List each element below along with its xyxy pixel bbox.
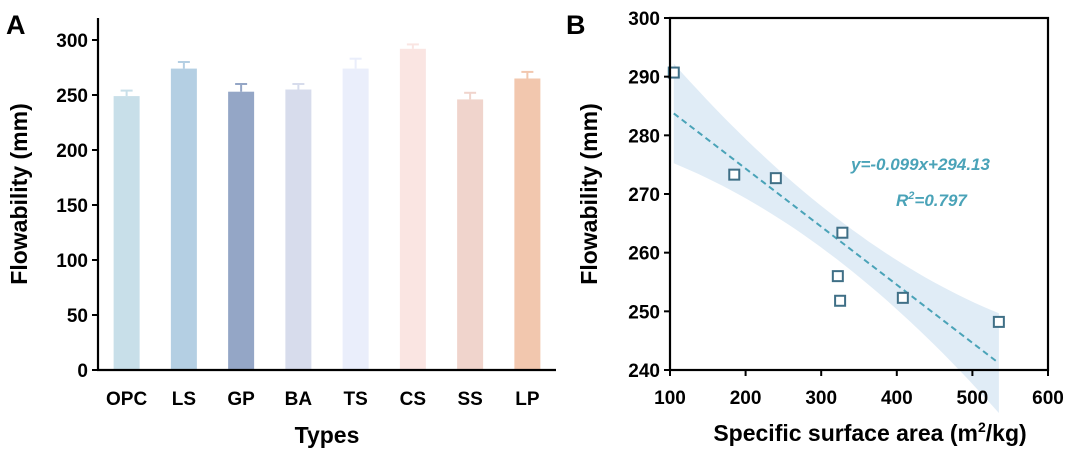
bar-ts [342,68,369,370]
panel-a-error-bars [120,43,534,100]
b-y-tick-label-270: 270 [628,185,660,206]
x-tick-label-ba: BA [285,389,313,410]
x-tick-label-ls: LS [172,389,196,410]
x-tick-label-cs: CS [400,389,426,410]
bar-cs [399,48,426,371]
panel-b-y-ticks: 240 250 260 270 280 290 300 [628,9,670,382]
panel-a-label: A [6,10,26,40]
b-x-tick-label-200: 200 [730,388,762,409]
panel-a: A 0 50 100 150 200 250 300 OPC LS GP BA TS CS SS LP T… [6,10,556,448]
b-x-tick-label-100: 100 [654,388,686,409]
panel-b: B 240 250 260 270 280 290 300 100 200 300 400 500 6… [566,9,1064,446]
bar-ba [285,89,312,370]
panel-a-x-ticks: OPC LS GP BA TS CS SS LP [106,389,540,410]
b-x-tick-label-400: 400 [881,388,913,409]
data-point-3 [769,172,782,185]
y-tick-label-150: 150 [56,196,88,217]
y-tick-label-250: 250 [56,86,88,107]
bar-ls [170,68,197,370]
data-point-2 [728,168,741,181]
x-tick-label-ts: TS [343,389,367,410]
bar-opc [113,96,140,370]
b-y-tick-label-290: 290 [628,68,660,89]
data-point-8 [992,315,1005,328]
bar-ss [457,99,484,371]
b-x-tick-label-500: 500 [957,388,989,409]
data-point-1 [667,66,680,79]
b-x-tick-label-600: 600 [1032,388,1064,409]
r-squared: R2=0.797 [896,190,968,210]
panel-a-y-ticks: 0 50 100 150 200 250 300 [56,31,98,382]
bar-gp [228,91,255,370]
b-y-tick-label-260: 260 [628,244,660,265]
panel-a-x-label: Types [295,422,360,448]
x-tick-label-opc: OPC [106,389,147,410]
data-point-5 [834,294,847,307]
data-point-4 [831,270,844,283]
fit-equation: y=-0.099x+294.13 [850,155,991,174]
data-point-7 [896,291,909,304]
y-tick-label-0: 0 [77,361,88,382]
b-y-tick-label-240: 240 [628,361,660,382]
y-tick-label-50: 50 [67,306,88,327]
x-tick-label-ss: SS [457,389,482,410]
panel-b-y-label: Flowability (mm) [576,103,602,284]
y-tick-label-200: 200 [56,141,88,162]
b-y-tick-label-300: 300 [628,9,660,30]
b-x-tick-label-300: 300 [805,388,837,409]
panel-b-x-label: Specific surface area (m2/kg) [713,419,1026,446]
y-tick-label-300: 300 [56,31,88,52]
bar-lp [514,78,541,370]
panel-b-label: B [566,10,586,40]
panel-b-points [667,66,1005,328]
x-tick-label-lp: LP [515,389,540,410]
panel-b-x-ticks: 100 200 300 400 500 600 [654,370,1064,409]
panel-a-bars [113,48,541,371]
b-y-tick-label-250: 250 [628,302,660,323]
x-tick-label-gp: GP [227,389,255,410]
y-tick-label-100: 100 [56,251,88,272]
b-y-tick-label-280: 280 [628,126,660,147]
data-point-6 [836,226,849,239]
fit-line [673,112,1000,364]
panel-a-y-label: Flowability (mm) [6,103,32,284]
